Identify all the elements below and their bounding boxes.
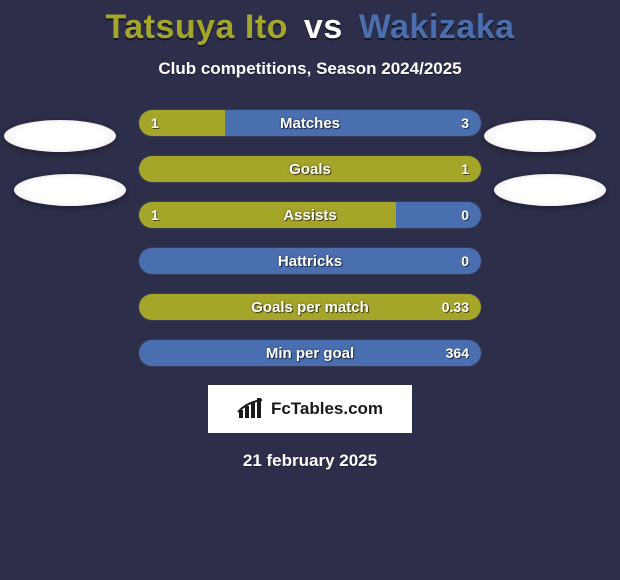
stat-bar-right	[225, 110, 482, 136]
bar-chart-icon	[237, 398, 265, 420]
stat-bar-left	[139, 110, 225, 136]
stat-bar-left	[139, 294, 481, 320]
club-badge-right-top	[484, 120, 596, 152]
stat-bar-left	[139, 202, 396, 228]
stat-bar-right	[139, 340, 481, 366]
stat-row: Min per goal364	[138, 339, 482, 367]
stat-bar-left	[139, 156, 481, 182]
title-separator: vs	[304, 8, 343, 46]
stat-bar-right	[139, 248, 481, 274]
branding-badge: FcTables.com	[208, 385, 412, 433]
stats-container: Matches13 Goals1 Assists10 Hattricks0 Goals …	[138, 109, 482, 367]
stat-row: Goals1	[138, 155, 482, 183]
stat-row: Goals per match0.33	[138, 293, 482, 321]
stat-row: Assists10	[138, 201, 482, 229]
stat-bar-right	[396, 202, 482, 228]
club-badge-left-top	[4, 120, 116, 152]
stat-row: Hattricks0	[138, 247, 482, 275]
player1-name: Tatsuya Ito	[105, 8, 287, 46]
club-badge-right-bottom	[494, 174, 606, 206]
player2-name: Wakizaka	[359, 8, 515, 46]
club-badge-left-bottom	[14, 174, 126, 206]
snapshot-date: 21 february 2025	[0, 451, 620, 471]
branding-text: FcTables.com	[271, 399, 383, 419]
comparison-title: Tatsuya Ito vs Wakizaka	[0, 0, 620, 47]
stat-row: Matches13	[138, 109, 482, 137]
subtitle: Club competitions, Season 2024/2025	[0, 59, 620, 79]
